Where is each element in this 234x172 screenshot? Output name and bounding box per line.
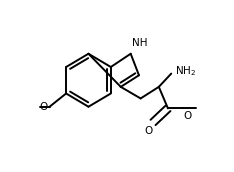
Text: NH: NH [132,38,148,48]
Text: O: O [39,102,48,112]
Text: NH$_2$: NH$_2$ [175,64,196,78]
Text: O: O [144,126,152,136]
Text: O: O [184,111,192,121]
